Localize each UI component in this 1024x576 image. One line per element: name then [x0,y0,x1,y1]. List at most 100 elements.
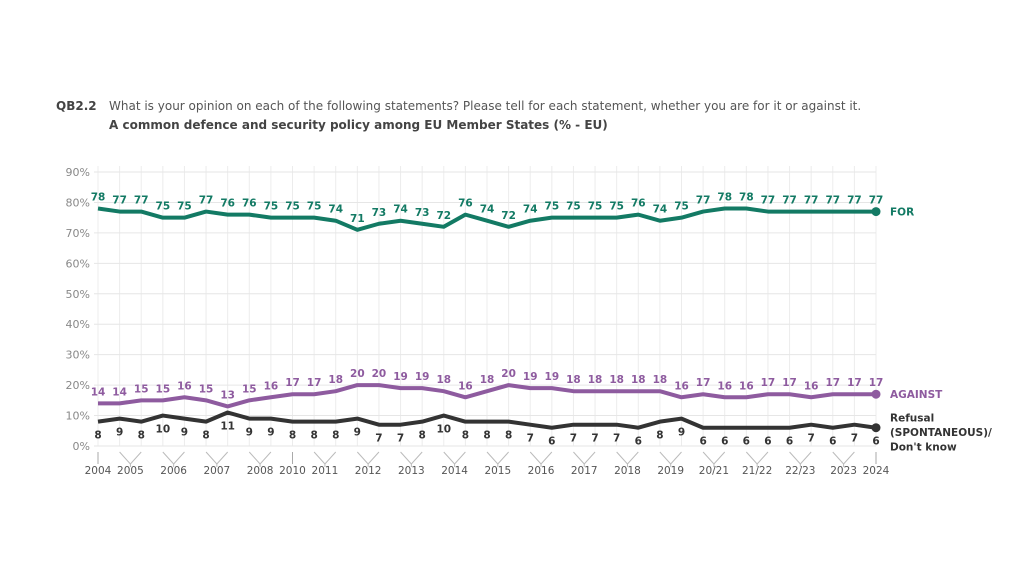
data-label: 9 [678,427,685,439]
data-label: 73 [415,207,430,219]
data-label: 8 [289,430,296,442]
data-label: 74 [480,204,495,216]
y-tick-label: 90% [66,166,90,179]
data-label: 75 [674,201,689,213]
data-label: 78 [739,192,754,204]
data-label: 6 [829,436,836,448]
data-label: 74 [523,204,538,216]
x-bracket [119,451,142,465]
data-label: 7 [808,433,815,445]
data-label: 16 [458,380,473,392]
x-bracket [162,451,185,465]
data-label: 19 [523,371,538,383]
data-label: 71 [350,213,365,225]
legend-label: Don't know [890,442,957,454]
y-tick-label: 30% [66,349,90,362]
data-label: 7 [613,433,620,445]
x-bracket [205,451,229,465]
data-label: 8 [656,430,663,442]
data-label: 74 [393,204,408,216]
data-label: 72 [436,210,451,222]
series-line [97,410,877,430]
data-label: 9 [181,427,188,439]
data-label: 10 [156,424,171,436]
x-tick-label: 2024 [863,465,890,477]
data-label: 7 [397,433,404,445]
data-label: 6 [548,436,555,448]
data-label: 15 [156,383,171,395]
x-tick-label: 2008 [247,465,274,477]
x-bracket [356,451,380,465]
y-tick-label: 20% [66,379,90,392]
y-tick-label: 40% [66,318,90,331]
data-label: 17 [847,377,862,389]
data-label: 78 [91,192,106,204]
data-label: 15 [199,383,214,395]
x-bracket [248,451,272,465]
data-label: 74 [653,204,668,216]
y-tick-label: 70% [66,227,90,240]
data-label: 6 [872,436,879,448]
legend-label: AGAINST [890,389,943,401]
data-label: 18 [588,374,603,386]
x-bracket [832,451,855,465]
data-label: 8 [310,430,317,442]
legend-label: (SPONTANEOUS)/ [890,427,992,439]
x-tick-label: 2011 [312,465,339,477]
x-tick-label: 21/22 [742,465,772,477]
data-label: 17 [825,377,840,389]
data-label: 77 [847,195,862,207]
data-label: 7 [570,433,577,445]
data-label: 75 [156,201,171,213]
x-tick-label: 2004 [85,465,112,477]
data-label: 73 [372,207,387,219]
data-label: 16 [804,380,819,392]
data-label: 77 [804,195,819,207]
data-label: 77 [696,195,711,207]
x-bracket [789,451,812,465]
data-label: 8 [94,430,101,442]
data-label: 11 [220,421,235,433]
x-tick-label: 2017 [571,465,598,477]
series-end-marker [871,389,881,399]
x-tick-label: 2023 [830,465,857,477]
data-label: 9 [116,427,123,439]
data-label: 76 [458,198,473,210]
y-tick-label: 0% [73,440,90,453]
data-label: 14 [91,386,106,398]
x-bracket [529,451,553,465]
x-bracket [616,451,639,465]
x-bracket [400,451,423,465]
data-label: 6 [764,436,771,448]
data-label: 20 [350,368,365,380]
series-line [98,383,876,409]
data-label: 18 [436,374,451,386]
x-tick-label: 2012 [355,465,382,477]
y-tick-label: 60% [66,257,90,270]
x-tick-label: 2005 [117,465,144,477]
data-label: 7 [591,433,598,445]
data-label: 77 [134,195,149,207]
data-label: 75 [566,201,581,213]
legend-label: Refusal [890,413,934,425]
chart-subtitle: A common defence and security policy amo… [109,118,608,132]
x-tick-label: 2010 [279,465,306,477]
x-tick-label: 22/23 [785,465,815,477]
x-bracket [486,451,509,465]
x-bracket [659,451,682,465]
data-label: 13 [220,389,235,401]
legend-label: FOR [890,207,914,219]
data-label: 17 [285,377,300,389]
data-label: 75 [545,201,560,213]
data-label: 77 [825,195,840,207]
data-label: 77 [199,195,214,207]
y-tick-label: 10% [66,410,90,423]
x-tick-label: 2019 [657,465,684,477]
x-bracket [443,451,466,465]
y-tick-label: 50% [66,288,90,301]
data-label: 16 [264,380,279,392]
data-label: 75 [307,201,322,213]
data-label: 77 [782,195,797,207]
data-label: 72 [501,210,516,222]
